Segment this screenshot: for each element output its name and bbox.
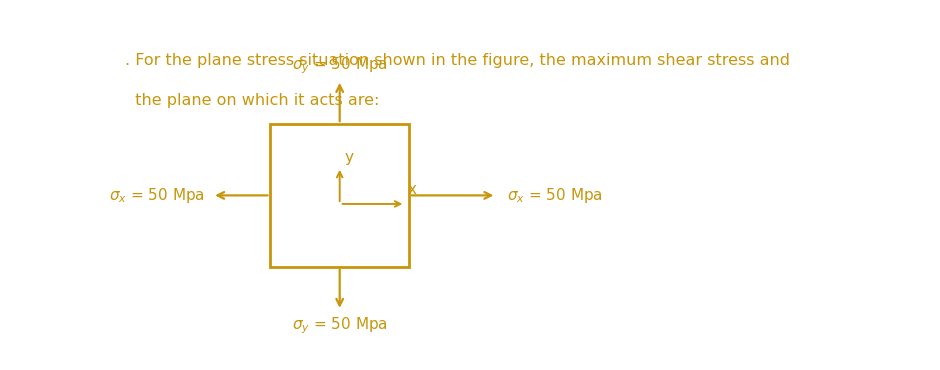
Text: x: x <box>407 182 416 197</box>
Text: $\sigma_x$ = 50 Mpa: $\sigma_x$ = 50 Mpa <box>109 186 205 205</box>
Text: $\sigma_y$ = 50 Mpa: $\sigma_y$ = 50 Mpa <box>291 315 387 336</box>
Text: $\sigma_y$ = 50 Mpa: $\sigma_y$ = 50 Mpa <box>291 55 387 76</box>
Bar <box>271 124 409 267</box>
Text: . For the plane stress situation shown in the figure, the maximum shear stress a: . For the plane stress situation shown i… <box>125 53 790 68</box>
Text: the plane on which it acts are:: the plane on which it acts are: <box>125 93 379 108</box>
Text: $\sigma_x$ = 50 Mpa: $\sigma_x$ = 50 Mpa <box>508 186 603 205</box>
Text: y: y <box>344 151 353 165</box>
